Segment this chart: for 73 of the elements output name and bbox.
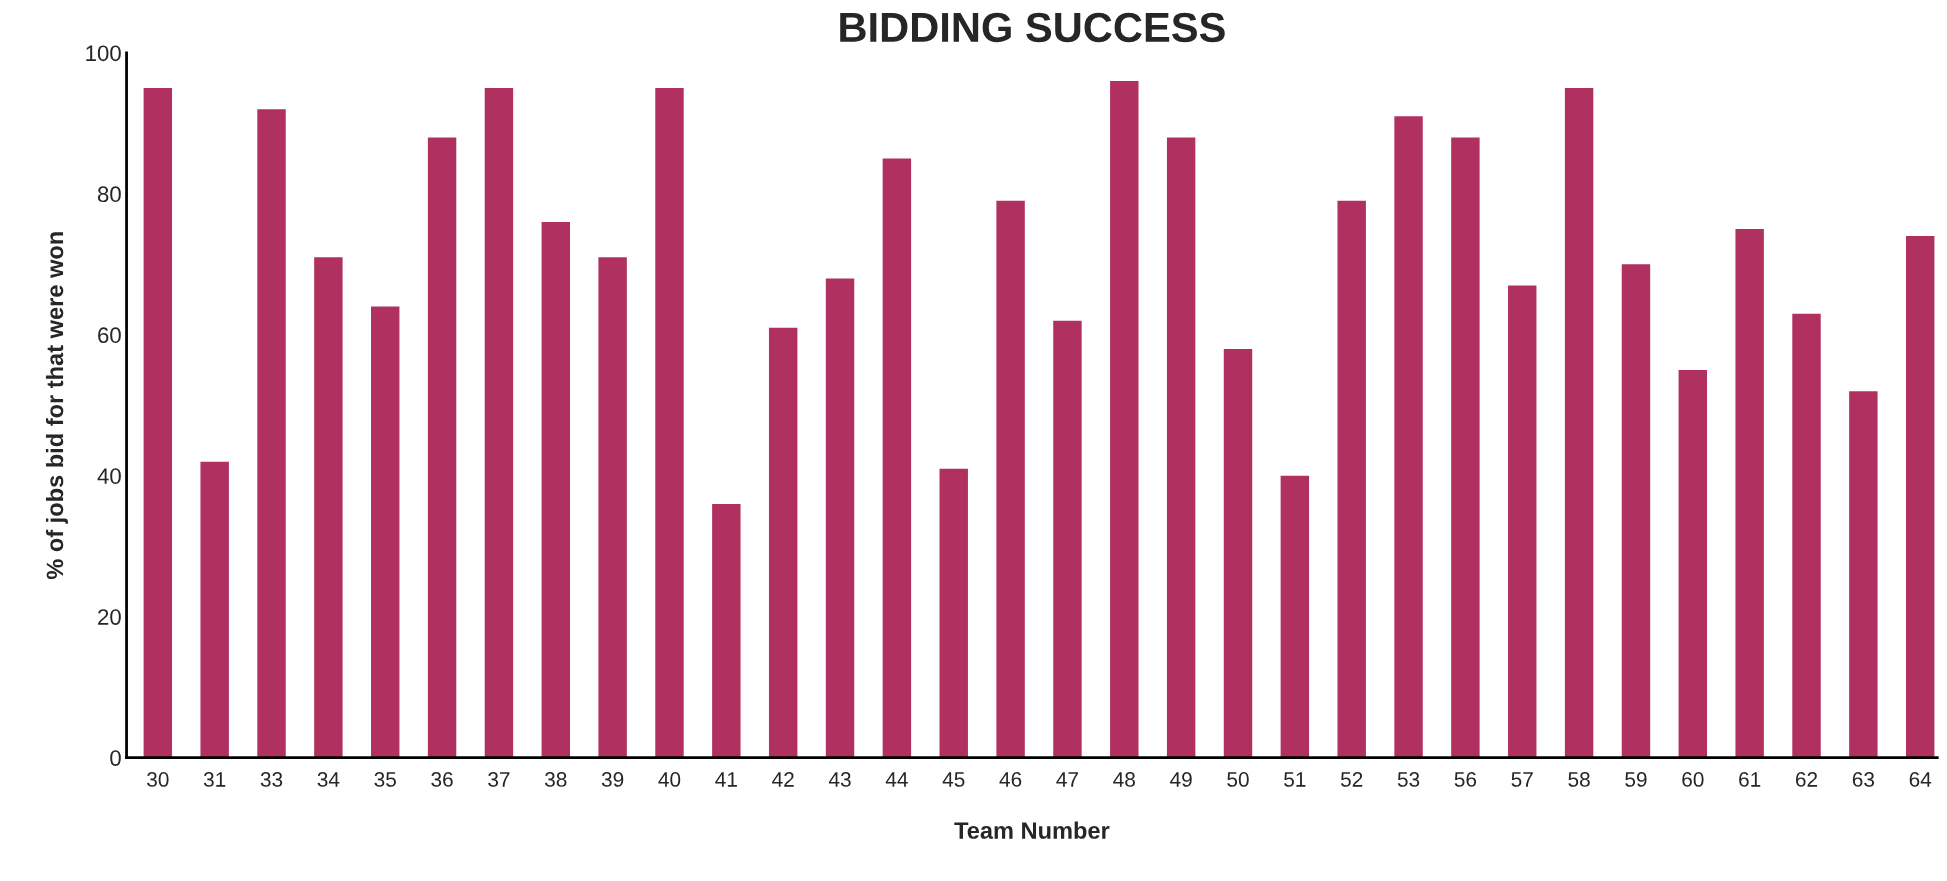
bar xyxy=(598,257,627,758)
x-tick-label: 34 xyxy=(317,772,340,787)
x-tick-label: 50 xyxy=(1227,772,1249,787)
x-tick-label: 30 xyxy=(147,772,169,787)
bar xyxy=(1508,285,1537,758)
x-tick-label: 37 xyxy=(488,772,510,787)
y-tick-label: 60 xyxy=(98,327,121,344)
x-tick-label: 38 xyxy=(544,772,567,787)
bar xyxy=(939,468,968,758)
bar xyxy=(427,137,457,758)
x-tick-label: 41 xyxy=(715,772,737,787)
bar xyxy=(1337,200,1366,758)
x-tick-label: 63 xyxy=(1852,772,1875,787)
bar xyxy=(1564,88,1594,758)
x-tick-label: 62 xyxy=(1795,772,1818,787)
x-tick-label: 60 xyxy=(1682,772,1704,787)
bar xyxy=(200,461,229,758)
x-tick-label: 36 xyxy=(431,772,453,787)
bar xyxy=(371,306,400,758)
x-axis-title: Team Number xyxy=(954,821,1110,839)
x-tick-label: 58 xyxy=(1568,772,1590,787)
x-tick-label: 47 xyxy=(1056,772,1078,787)
y-tick-label: 100 xyxy=(86,45,121,62)
x-tick-label: 57 xyxy=(1511,772,1533,787)
bar xyxy=(1849,391,1878,758)
bar xyxy=(143,88,173,758)
y-tick-label: 80 xyxy=(97,186,121,203)
x-tick-label: 40 xyxy=(658,772,681,787)
bar xyxy=(257,109,286,758)
x-tick-label: 35 xyxy=(374,772,396,787)
bar xyxy=(1735,229,1764,758)
bar xyxy=(1451,137,1480,758)
bar xyxy=(541,222,570,758)
bar xyxy=(996,200,1025,758)
x-tick-label: 33 xyxy=(260,772,283,787)
x-tick-label: 53 xyxy=(1397,772,1420,787)
bar xyxy=(1792,313,1821,758)
bar xyxy=(1110,81,1139,758)
bar xyxy=(712,503,741,758)
bar xyxy=(1394,116,1423,758)
x-tick-label: 52 xyxy=(1340,772,1363,787)
x-tick-label: 42 xyxy=(772,772,794,787)
x-tick-label: 44 xyxy=(885,772,908,787)
x-tick-label: 39 xyxy=(601,772,624,787)
bar xyxy=(655,88,684,758)
bar xyxy=(825,278,855,758)
x-tick-label: 45 xyxy=(942,772,965,787)
bar xyxy=(1223,348,1253,758)
x-tick-label: 64 xyxy=(1909,772,1932,787)
x-tick-label: 49 xyxy=(1170,772,1192,787)
y-tick-label: 0 xyxy=(110,750,121,766)
y-tick-label: 40 xyxy=(97,468,121,485)
x-tick-label: 61 xyxy=(1739,772,1761,787)
bar xyxy=(1053,320,1082,758)
x-tick-label: 31 xyxy=(203,772,226,787)
bar xyxy=(1678,370,1708,758)
bar xyxy=(1906,236,1935,758)
bar xyxy=(484,88,514,758)
bar xyxy=(1166,137,1196,758)
bar xyxy=(314,257,343,758)
x-tick-label: 43 xyxy=(828,772,851,787)
bar xyxy=(768,327,798,758)
x-tick-label: 46 xyxy=(999,772,1022,787)
bar xyxy=(1621,264,1651,758)
y-tick-label: 20 xyxy=(98,609,121,625)
x-tick-label: 48 xyxy=(1113,772,1135,787)
x-tick-label: 56 xyxy=(1454,772,1477,787)
y-axis-title: % of jobs bid for that were won xyxy=(45,232,68,580)
x-tick-label: 59 xyxy=(1625,772,1647,787)
x-tick-label: 51 xyxy=(1284,772,1306,787)
chart-title: BIDDING SUCCESS xyxy=(840,12,1225,43)
bar xyxy=(882,158,912,758)
bar xyxy=(1280,475,1310,758)
